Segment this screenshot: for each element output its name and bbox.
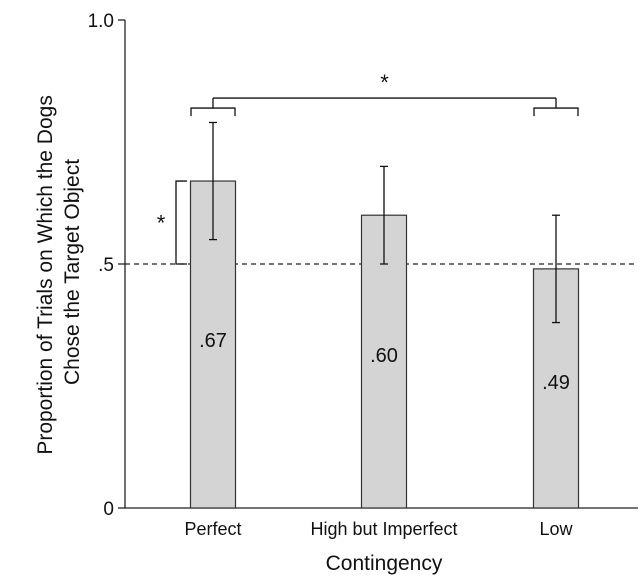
significance-annotations: **: [157, 70, 579, 265]
y-tick-label: .5: [98, 255, 114, 276]
category-label: Low: [539, 519, 573, 539]
category-label: Perfect: [184, 519, 241, 539]
y-tick-label: 1.0: [88, 11, 114, 32]
y-tick-label: 0: [103, 499, 114, 520]
y-axis-title-line-1: Proportion of Trials on Which the Dogs: [34, 95, 57, 455]
error-bar: [380, 165, 388, 265]
y-axis-title-line-2: Chose the Target Object: [61, 159, 84, 385]
x-axis-title: Contingency: [326, 552, 443, 575]
bracket-cap: [533, 107, 579, 117]
chance-significance-bracket: *: [157, 180, 187, 265]
bracket-line: [175, 180, 187, 265]
bracket-cap: [190, 107, 236, 117]
bar-value-label: .67: [199, 330, 227, 352]
bars: [189, 180, 580, 509]
error-bars: [209, 121, 560, 324]
category-labels: Perfect High but Imperfect Low: [184, 519, 573, 539]
y-axis-title: Proportion of Trials on Which the Dogs C…: [34, 89, 84, 454]
comparison-significance-bracket: *: [190, 70, 579, 117]
error-bar: [552, 214, 560, 324]
bar-value-label: .60: [370, 345, 398, 367]
category-label: High but Imperfect: [310, 519, 457, 539]
y-ticks: 0 .5 1.0: [88, 11, 125, 520]
significance-star: *: [380, 70, 389, 95]
significance-star: *: [157, 211, 166, 236]
value-labels: .67 .60 .49: [199, 330, 570, 394]
error-bar: [209, 121, 217, 241]
bar-value-label: .49: [542, 372, 570, 394]
